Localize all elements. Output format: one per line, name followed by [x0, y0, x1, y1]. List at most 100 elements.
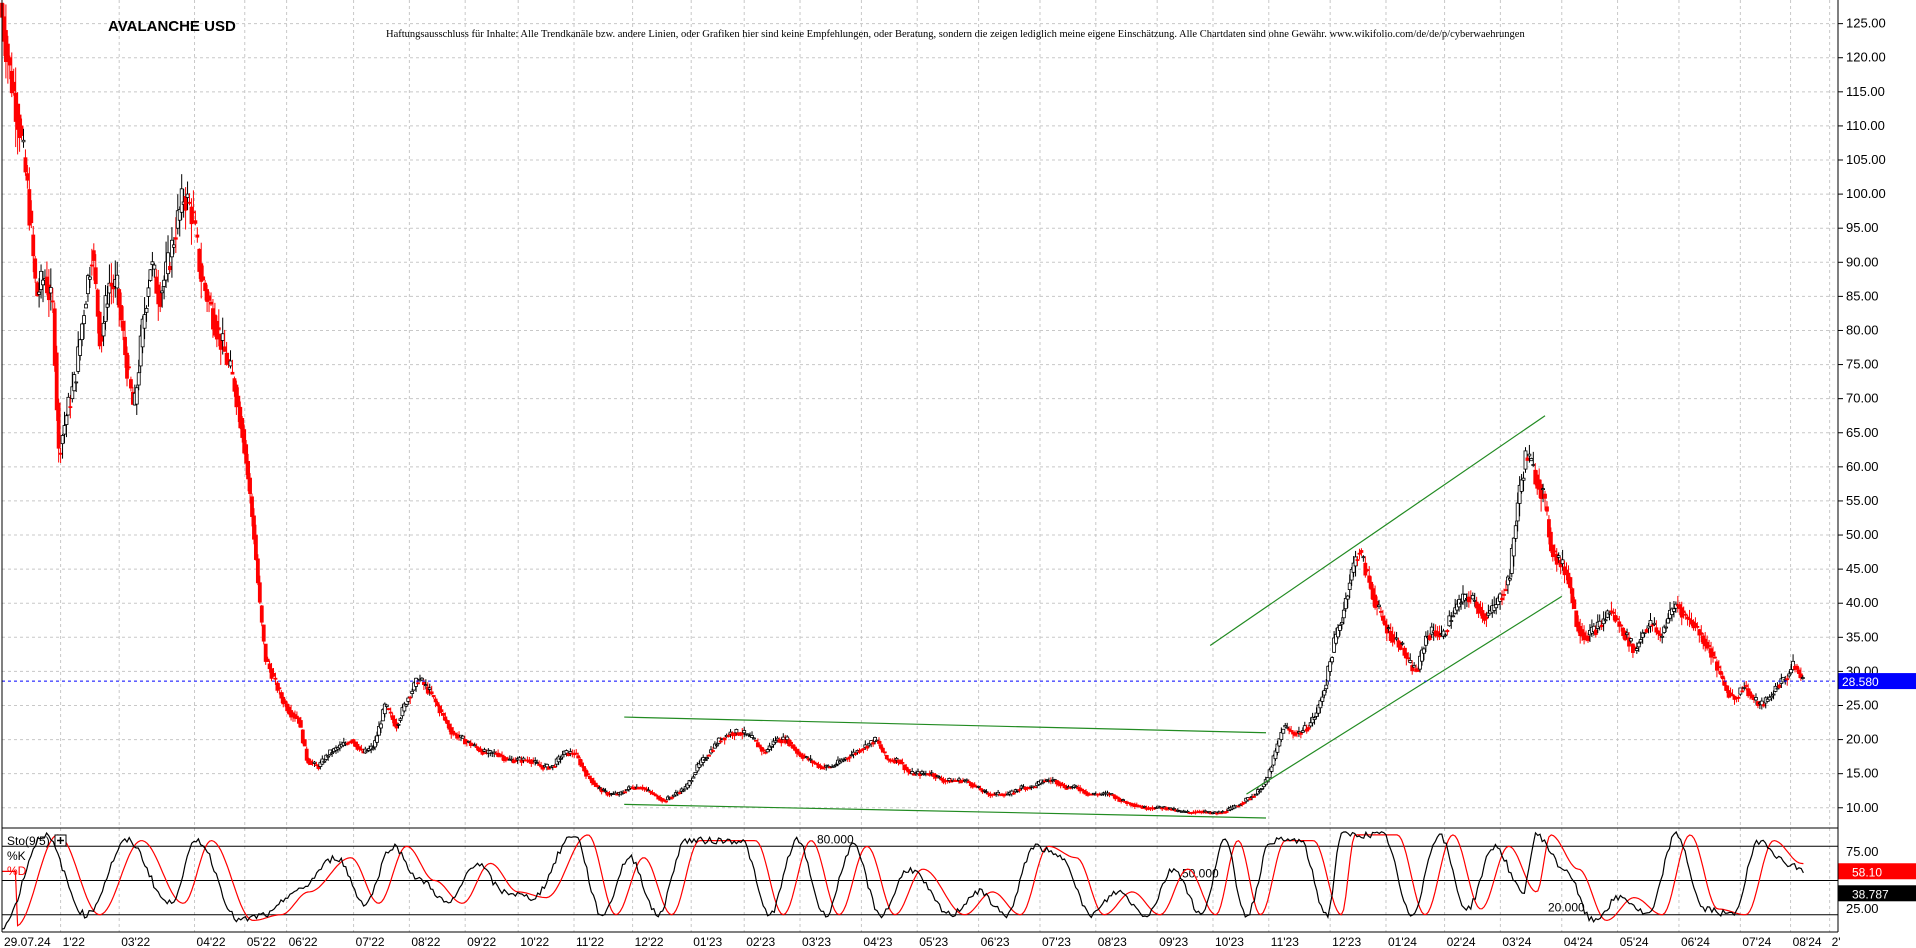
ytick-label: 120.00	[1846, 50, 1886, 65]
candle-body	[1275, 743, 1280, 753]
candle-body	[66, 396, 71, 416]
candle-body	[1513, 525, 1518, 539]
candle-body	[193, 220, 198, 224]
disclaimer-text: Haftungsausschluss für Inhalte: Alle Tre…	[386, 29, 1525, 40]
candle-body	[1541, 488, 1545, 491]
candle-body	[89, 264, 94, 267]
candle-body	[207, 295, 211, 301]
candle-body	[750, 735, 754, 738]
candle-body	[1422, 648, 1426, 654]
candle-body	[33, 258, 38, 279]
candle-body	[1347, 582, 1352, 590]
d-value-label: 38.787	[1852, 887, 1889, 901]
candle-body	[1748, 691, 1753, 696]
candle-body	[877, 740, 881, 744]
candle-body	[1707, 645, 1711, 647]
candle-body	[818, 765, 823, 768]
candle-body	[254, 534, 258, 560]
candle-body	[60, 435, 65, 445]
candle-body	[1330, 657, 1335, 663]
candle-body	[623, 791, 627, 794]
candle-body	[74, 381, 79, 384]
candle-body	[1224, 811, 1229, 813]
level-label: 80.000	[817, 832, 854, 846]
candle-body	[257, 582, 262, 603]
ytick-label: 80.00	[1846, 322, 1879, 337]
candle-body	[718, 740, 723, 743]
candle-body	[359, 748, 364, 751]
candle-body	[5, 43, 10, 62]
candle-body	[1699, 632, 1704, 635]
candle-body	[1324, 684, 1329, 690]
candle-body	[1599, 624, 1604, 628]
candle-body	[1357, 552, 1362, 555]
candle-body	[1498, 593, 1502, 602]
trend-line	[1209, 415, 1546, 646]
candle-body	[472, 744, 477, 747]
candle-body	[1242, 801, 1247, 804]
candle-body	[1754, 697, 1758, 701]
candle-body	[1730, 694, 1735, 697]
candle-body	[379, 723, 383, 729]
candle-body	[152, 264, 157, 270]
candle-body	[84, 303, 88, 309]
candle-body	[1636, 642, 1641, 648]
grid	[1, 0, 1838, 932]
candle-body	[1121, 799, 1126, 802]
xtick-label: 08'24	[1793, 935, 1822, 948]
candle-body	[179, 188, 184, 213]
series-k-line	[1, 830, 1804, 930]
candle-body	[1664, 626, 1669, 629]
candle-body	[445, 720, 450, 724]
candle-body	[31, 234, 36, 257]
candle-body	[220, 333, 225, 341]
candle-body	[1470, 595, 1475, 600]
candle-body	[746, 733, 751, 736]
ytick-label: 55.00	[1846, 493, 1879, 508]
candle-body	[1322, 690, 1327, 696]
xtick-label: 08'23	[1098, 935, 1127, 948]
ytick-label: 70.00	[1846, 391, 1879, 406]
candle-body	[1570, 588, 1575, 604]
xtick-label: 07'24	[1742, 935, 1771, 948]
candle-body	[1619, 624, 1624, 627]
candle-body	[91, 250, 96, 261]
candle-body	[1443, 634, 1448, 637]
candle-body	[1507, 578, 1512, 581]
candle-body	[1381, 615, 1385, 621]
k-value-flag	[1838, 863, 1916, 880]
candle-body	[431, 695, 436, 698]
candle-body	[115, 274, 120, 289]
candle-body	[1339, 622, 1344, 625]
candle-body	[41, 279, 45, 286]
candle-body	[545, 763, 549, 768]
candle-body	[769, 745, 774, 748]
candle-body	[1379, 610, 1383, 613]
candle-body	[416, 682, 420, 685]
indicator-label: Sto(9/5)	[7, 834, 50, 848]
candle-body	[785, 736, 790, 740]
candle-body	[646, 789, 651, 792]
xtick-label: 29.07.24	[4, 935, 51, 948]
candle-body	[664, 800, 668, 803]
candle-body	[19, 125, 24, 136]
candle-body	[1695, 625, 1700, 628]
candle-body	[1185, 810, 1190, 813]
candle-body	[1607, 612, 1612, 615]
candle-body	[1281, 728, 1286, 734]
candle-body	[560, 754, 565, 758]
candle-body	[884, 755, 889, 760]
d-value-flag	[1838, 885, 1916, 902]
candle-body	[429, 691, 434, 695]
candle-body	[894, 757, 899, 761]
candle-body	[23, 157, 28, 173]
candle-body	[443, 716, 448, 721]
stoch-ytick-label: 75.00	[1846, 844, 1879, 859]
candle-body	[250, 496, 254, 517]
candle-body	[879, 744, 883, 749]
candle-body	[1343, 597, 1348, 610]
expand-icon[interactable]	[54, 834, 67, 847]
candle-body	[754, 739, 758, 742]
candle-body	[541, 766, 545, 770]
candle-body	[1109, 793, 1114, 795]
